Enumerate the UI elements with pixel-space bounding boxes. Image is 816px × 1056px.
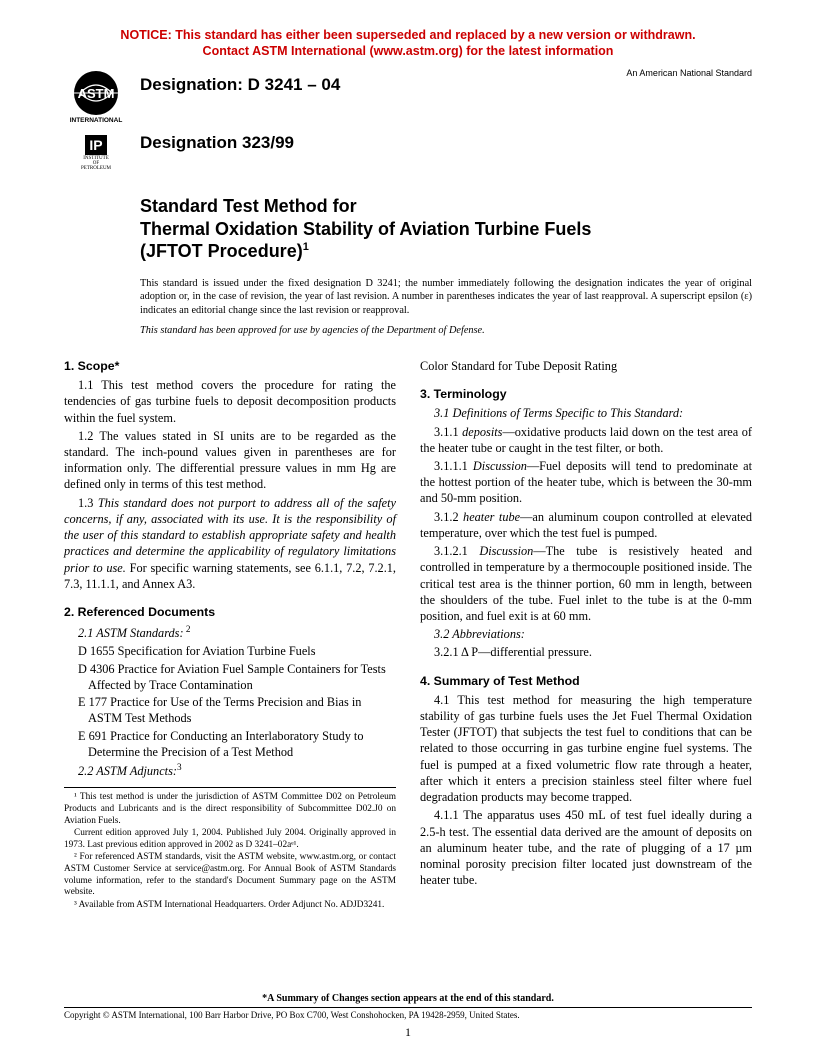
para-3-1-1-1: 3.1.1.1 Discussion—Fuel deposits will te… — [420, 458, 752, 507]
title-block: Standard Test Method for Thermal Oxidati… — [140, 195, 752, 263]
ref-e691: E 691 Practice for Conducting an Interla… — [64, 728, 396, 760]
adjunct-1: Color Standard for Tube Deposit Rating — [420, 358, 752, 374]
notice-banner: NOTICE: This standard has either been su… — [64, 28, 752, 59]
title-line1: Standard Test Method for — [140, 196, 357, 216]
ans-label: An American National Standard — [626, 68, 752, 78]
issuance-note: This standard is issued under the fixed … — [140, 277, 752, 317]
title-super: 1 — [303, 241, 309, 253]
para-1-3: 1.3 This standard does not purport to ad… — [64, 495, 396, 592]
section-2-head: 2. Referenced Documents — [64, 604, 396, 620]
summary-changes-note: *A Summary of Changes section appears at… — [0, 993, 816, 1004]
para-2-2: 2.2 ASTM Adjuncts:3 — [64, 761, 396, 779]
notice-line1: NOTICE: This standard has either been su… — [120, 28, 695, 42]
para-3-1: 3.1 Definitions of Terms Specific to Thi… — [420, 405, 752, 421]
ip-logo-text: IP — [85, 135, 106, 155]
document-title: Standard Test Method for Thermal Oxidati… — [140, 195, 752, 263]
astm-logo-icon: ASTM INTERNATIONAL — [68, 69, 124, 125]
para-3-2-1: 3.2.1 Δ P—differential pressure. — [420, 644, 752, 660]
section-4-head: 4. Summary of Test Method — [420, 673, 752, 689]
ref-d4306: D 4306 Practice for Aviation Fuel Sample… — [64, 661, 396, 693]
section-3-head: 3. Terminology — [420, 386, 752, 402]
para-3-1-2-1: 3.1.2.1 Discussion—The tube is resistive… — [420, 543, 752, 624]
footnote-3: ³ Available from ASTM International Head… — [64, 900, 396, 912]
notice-line2: Contact ASTM International (www.astm.org… — [203, 44, 614, 58]
para-3-2: 3.2 Abbreviations: — [420, 626, 752, 642]
page-number: 1 — [0, 1025, 816, 1040]
svg-text:INTERNATIONAL: INTERNATIONAL — [70, 117, 123, 124]
dod-note: This standard has been approved for use … — [140, 325, 752, 336]
logo-column: ASTM INTERNATIONAL IP INSTITUTE OF PETRO… — [64, 69, 128, 171]
para-4-1: 4.1 This test method for measuring the h… — [420, 692, 752, 806]
para-3-1-2: 3.1.2 heater tube—an aluminum coupon con… — [420, 509, 752, 541]
footnote-1: ¹ This test method is under the jurisdic… — [64, 792, 396, 827]
footnotes-block: ¹ This test method is under the jurisdic… — [64, 787, 396, 911]
designation-column: Designation: D 3241 – 04 Designation 323… — [128, 69, 752, 153]
para-3-1-1: 3.1.1 deposits—oxidative products laid d… — [420, 424, 752, 456]
footnote-2: ² For referenced ASTM standards, visit t… — [64, 852, 396, 898]
designation-2: Designation 323/99 — [140, 133, 752, 153]
ref-d1655: D 1655 Specification for Aviation Turbin… — [64, 643, 396, 659]
ip-logo-icon: IP INSTITUTE OF PETROLEUM — [81, 135, 111, 171]
footnote-1b: Current edition approved July 1, 2004. P… — [64, 828, 396, 851]
body-columns: 1. Scope* 1.1 This test method covers th… — [64, 358, 752, 913]
section-1-head: 1. Scope* — [64, 358, 396, 374]
para-2-1: 2.1 ASTM Standards: 2 — [64, 623, 396, 641]
designation-1: Designation: D 3241 – 04 — [140, 75, 752, 95]
ip-logo-sub: INSTITUTE OF PETROLEUM — [81, 156, 111, 171]
para-4-1-1: 4.1.1 The apparatus uses 450 mL of test … — [420, 807, 752, 888]
para-1-2: 1.2 The values stated in SI units are to… — [64, 428, 396, 493]
ref-e177: E 177 Practice for Use of the Terms Prec… — [64, 694, 396, 726]
copyright-footer: Copyright © ASTM International, 100 Barr… — [64, 1007, 752, 1020]
title-line3: (JFTOT Procedure) — [140, 241, 303, 261]
title-line2: Thermal Oxidation Stability of Aviation … — [140, 219, 591, 239]
svg-text:ASTM: ASTM — [78, 86, 115, 101]
para-1-1: 1.1 This test method covers the procedur… — [64, 377, 396, 426]
header-row: ASTM INTERNATIONAL IP INSTITUTE OF PETRO… — [64, 69, 752, 171]
